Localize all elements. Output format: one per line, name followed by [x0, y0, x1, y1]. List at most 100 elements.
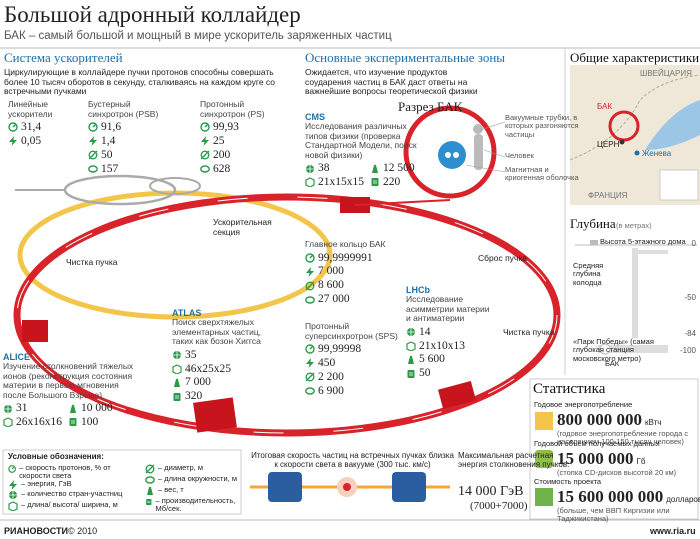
- url: www.ria.ru: [650, 526, 696, 536]
- border: [569, 74, 700, 161]
- depth-unit: (в метрах): [616, 221, 652, 230]
- value-text: 14: [419, 325, 431, 338]
- legend-item: – производительность, Мб/сек.: [145, 496, 237, 514]
- value-text: 6 900: [318, 384, 344, 397]
- pipe: [453, 152, 459, 158]
- value-text: 38: [318, 162, 330, 175]
- stat-value: 220: [370, 176, 415, 189]
- callout: [479, 121, 506, 131]
- experiment-description: Исследование асимметрии материи и антима…: [406, 294, 490, 324]
- title: Большой адронный коллайдер: [4, 2, 301, 27]
- energy-label: Максимальная расчетная энергия столкнове…: [458, 451, 570, 469]
- ring-label: Сброс пучка: [478, 253, 527, 263]
- icon: [88, 165, 98, 173]
- value-text: 0,05: [21, 134, 42, 147]
- icon: [305, 344, 315, 355]
- legend-text: – производительность, Мб/сек.: [155, 496, 236, 514]
- icon: [69, 418, 77, 427]
- value-text: 46x25x25: [185, 362, 231, 375]
- value-text: 7 000: [318, 265, 344, 278]
- accelerator: Главное кольцо БАК 99,9999991 7 000 8 600 27…: [305, 239, 415, 306]
- stat-value: 2 200: [305, 371, 361, 384]
- legend-item: – длина окружности, м: [145, 474, 237, 485]
- depth-tick: 0: [691, 239, 696, 248]
- legend-text: – длина окружности, м: [158, 474, 237, 483]
- icon: [305, 387, 315, 395]
- detector-atlas: [193, 397, 237, 433]
- stat-value: 91,6: [88, 121, 121, 134]
- stat-value: 31: [3, 402, 62, 415]
- values: 99,99998 450 2 200 6 900: [305, 343, 405, 398]
- stat-value: 6 900: [305, 385, 361, 398]
- legend-box: [2, 449, 242, 515]
- icon: [8, 501, 18, 511]
- ring-segments: [16, 196, 558, 434]
- callout: [465, 164, 506, 173]
- stat-value: 157: [88, 163, 121, 176]
- legend-text: – количество стран-участниц: [21, 489, 123, 498]
- experiment: ALICE Изучение столкновений тяжелых ионов…: [3, 352, 135, 429]
- lhc-level: [598, 345, 668, 353]
- accelerator-name: Бустерный синхротрон (PSB): [88, 99, 159, 119]
- icon: [9, 491, 17, 499]
- value-text: 320: [185, 390, 203, 403]
- legend-text: – длина/ высота/ ширина, м: [21, 500, 118, 509]
- accelerator: Протонный синхротрон (PS) 99,93 25 200 628: [200, 99, 280, 176]
- experiment-name: ALICE: [3, 352, 30, 362]
- shaft: [632, 248, 638, 338]
- stat-row: 800 000 000 кВтч: [557, 410, 661, 429]
- value-text: 200: [213, 148, 231, 161]
- stat-value: 35: [172, 349, 231, 362]
- value-text: 99,93: [213, 121, 239, 134]
- values: 31,4 0,05: [8, 121, 70, 148]
- map-label: ЦЕРН: [597, 140, 620, 149]
- stat-value: 1,4: [88, 135, 121, 148]
- icon: [145, 476, 155, 484]
- experiment-name: LHCb: [406, 285, 430, 295]
- detector-alice: [22, 320, 48, 342]
- stat-icon: [535, 488, 553, 506]
- stat-value: 100: [68, 416, 113, 429]
- brand: РИАНОВОСТИ: [4, 526, 68, 536]
- icon: [9, 136, 17, 147]
- depth-tick: -84: [684, 328, 696, 338]
- legend-text: – вес, т: [158, 485, 184, 494]
- value-text: 8 600: [318, 279, 344, 292]
- stat-note: (стопка CD-дисков высотой 20 км): [557, 468, 677, 477]
- stats-title: Статистика: [533, 381, 606, 397]
- stat-note: (больше, чем ВВП Киргизии или Таджикиста…: [557, 506, 670, 524]
- experiment-name: CMS: [305, 112, 325, 122]
- geneva: [634, 150, 640, 156]
- stat-value: 27 000: [305, 293, 373, 306]
- depth-label: Средняя глубина колодца: [573, 261, 604, 287]
- icon: [146, 498, 152, 506]
- magnet: [438, 141, 466, 169]
- depth-label: Высота 5-этажного дома: [600, 237, 686, 246]
- stat-label: Стоимость проекта: [534, 477, 602, 486]
- legend-text: – диаметр, м: [158, 463, 203, 472]
- icon: [8, 122, 18, 133]
- legend-item: – диаметр, м: [145, 463, 237, 474]
- value-text: 157: [101, 162, 119, 175]
- map-label: Женева: [642, 149, 672, 158]
- cross-section-label: Вакуумные трубки, в которых разгоняются …: [505, 113, 579, 139]
- accelerator-name: Линейные ускорители: [8, 99, 53, 119]
- energy-value: 14 000 ГэВ: [458, 484, 524, 499]
- lake: [645, 100, 700, 150]
- icon: [305, 281, 315, 291]
- value-text: 99,99998: [318, 343, 362, 356]
- values: 31 10 000 26x16x16 100: [3, 402, 135, 429]
- accelerator: Бустерный синхротрон (PSB) 91,6 1,4 50 157: [88, 99, 168, 176]
- value-text: 220: [383, 176, 401, 189]
- building: [590, 240, 598, 245]
- icon: [408, 355, 414, 364]
- section-text: Ожидается, что изучение продуктов соудар…: [305, 67, 478, 97]
- map-label: ШВЕЙЦАРИЯ: [640, 69, 692, 78]
- stat-value: 50: [406, 367, 465, 380]
- stat-icon: [535, 412, 553, 430]
- stat-number: 15 600 000 000: [557, 487, 664, 506]
- accelerator: Протонный суперсинхротрон (SPS) 99,99998 4…: [305, 321, 405, 398]
- map-label: ФРАНЦИЯ: [588, 191, 628, 200]
- value-text: 35: [185, 348, 197, 361]
- stat-value: 21x15x15: [305, 176, 364, 189]
